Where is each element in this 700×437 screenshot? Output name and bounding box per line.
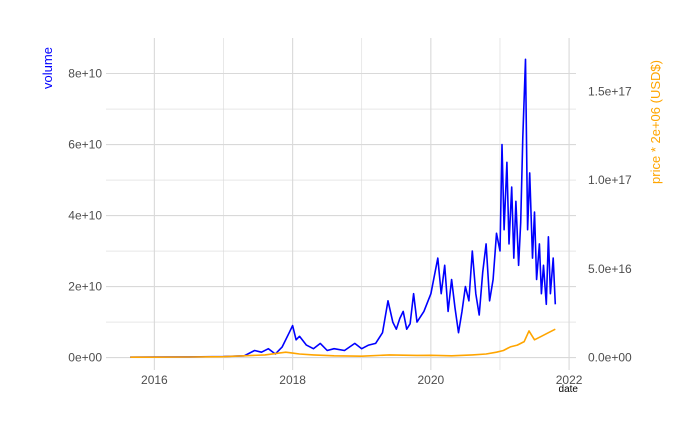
right-tick-label: 1.0e+17 — [588, 173, 632, 187]
left-tick-label: 6e+10 — [68, 138, 102, 152]
right-tick-label: 1.5e+17 — [588, 84, 632, 98]
left-tick-label: 8e+10 — [68, 67, 102, 81]
x-axis-ticks: 2016 2018 2020 2022 — [141, 373, 583, 387]
left-axis-ticks: 0e+00 2e+10 4e+10 6e+10 8e+10 — [68, 67, 102, 365]
left-tick-label: 0e+00 — [68, 351, 102, 365]
left-tick-label: 2e+10 — [68, 280, 102, 294]
x-tick-label: 2018 — [279, 373, 306, 387]
x-tick-label: 2016 — [141, 373, 168, 387]
right-tick-label: 5.0e+16 — [588, 262, 632, 276]
left-axis-title: volume — [40, 47, 55, 89]
volume-series-line — [130, 58, 557, 358]
left-tick-label: 4e+10 — [68, 209, 102, 223]
price-series-line — [130, 328, 556, 359]
x-tick-label: 2022 — [556, 373, 583, 387]
right-axis-ticks: 0.0e+00 5.0e+16 1.0e+17 1.5e+17 — [588, 84, 632, 364]
x-tick-label: 2020 — [418, 373, 445, 387]
series-lines — [130, 58, 557, 359]
right-tick-label: 0.0e+00 — [588, 351, 632, 365]
x-axis-title: date — [559, 384, 579, 395]
right-axis-title: price * 2e+06 (USD$) — [648, 60, 663, 184]
